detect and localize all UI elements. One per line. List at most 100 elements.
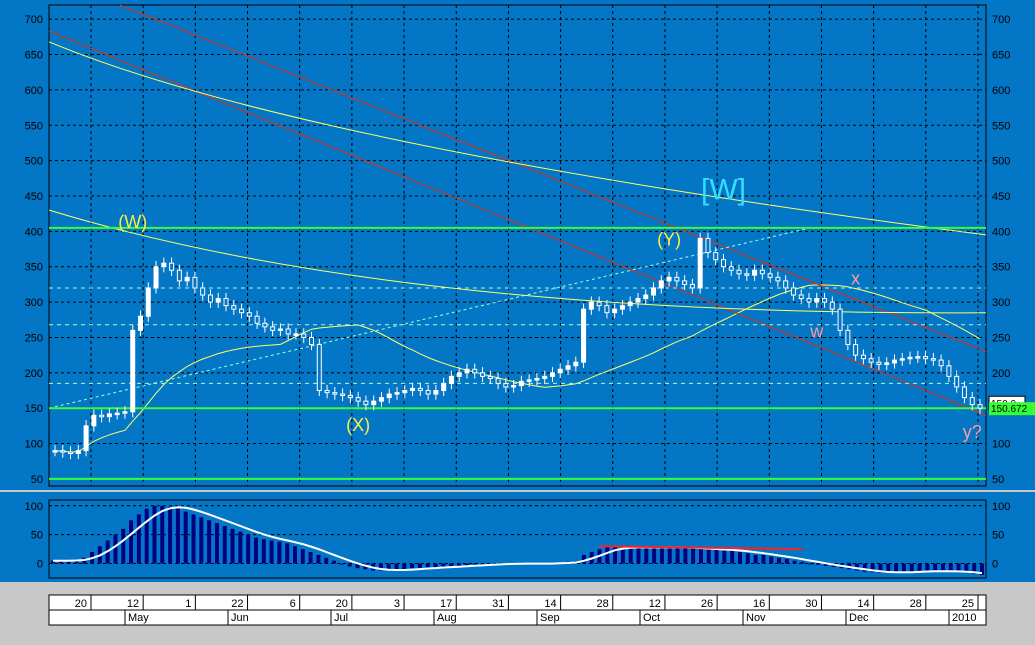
candle-body bbox=[456, 372, 462, 377]
oscillator-bar bbox=[886, 563, 891, 573]
oscillator-tick-left: 50 bbox=[31, 530, 43, 542]
oscillator-bar bbox=[652, 547, 657, 564]
price-panel: 5050100100150150200200250250300300350350… bbox=[0, 0, 1035, 490]
day-tick-label: 6 bbox=[290, 598, 296, 610]
oscillator-tick-right: 100 bbox=[992, 501, 1010, 513]
wave-label: (W) bbox=[118, 212, 147, 232]
candle-body bbox=[75, 450, 81, 454]
oscillator-bar bbox=[191, 514, 196, 564]
month-label: Nov bbox=[746, 612, 766, 624]
candle-body bbox=[767, 273, 773, 278]
candle-body bbox=[790, 287, 796, 296]
candle-body bbox=[930, 358, 936, 361]
oscillator-bar bbox=[823, 563, 828, 566]
oscillator-bar bbox=[480, 563, 485, 565]
candle-body bbox=[425, 390, 431, 395]
candle-body bbox=[301, 333, 307, 338]
candle-body bbox=[977, 404, 983, 409]
oscillator-bar bbox=[121, 528, 126, 564]
oscillator-bar bbox=[417, 563, 422, 569]
price-tick-right: 250 bbox=[992, 332, 1010, 344]
candle-body bbox=[83, 425, 89, 452]
candle-body bbox=[720, 259, 726, 268]
oscillator-tick-left: 0 bbox=[37, 559, 43, 571]
oscillator-bar bbox=[410, 563, 415, 569]
wave-label: w bbox=[809, 321, 824, 341]
candle-body bbox=[363, 400, 369, 406]
oscillator-bar bbox=[917, 563, 922, 572]
wave-label: x bbox=[851, 268, 860, 288]
price-tick-left: 350 bbox=[25, 262, 43, 274]
candle-body bbox=[441, 382, 447, 392]
oscillator-bar bbox=[222, 526, 227, 564]
oscillator-red-line bbox=[599, 545, 803, 551]
month-label: 2010 bbox=[952, 612, 976, 624]
oscillator-bar bbox=[706, 549, 711, 564]
month-label: Oct bbox=[643, 612, 660, 624]
oscillator-bar bbox=[909, 563, 914, 572]
oscillator-bar bbox=[293, 546, 298, 564]
price-tick-left: 300 bbox=[25, 297, 43, 309]
candle-body bbox=[627, 301, 633, 307]
oscillator-bar bbox=[168, 506, 173, 564]
oscillator-bar bbox=[253, 537, 258, 564]
oscillator-tick-left: 100 bbox=[25, 501, 43, 513]
candle-body bbox=[884, 362, 890, 365]
oscillator-bar bbox=[300, 549, 305, 564]
candle-body bbox=[417, 387, 423, 392]
candle-body bbox=[60, 450, 66, 453]
oscillator-bar bbox=[745, 553, 750, 564]
candle-body bbox=[658, 280, 664, 289]
candle-body bbox=[153, 266, 159, 289]
oscillator-bar bbox=[581, 554, 586, 564]
candle-body bbox=[487, 375, 493, 379]
candle-body bbox=[138, 315, 144, 331]
oscillator-bar bbox=[878, 563, 883, 573]
oscillator-signal-line bbox=[53, 506, 983, 575]
candle-body bbox=[907, 356, 913, 360]
oscillator-bar bbox=[456, 563, 461, 566]
candle-body bbox=[495, 377, 501, 384]
candle-body bbox=[526, 379, 532, 382]
candle-body bbox=[728, 266, 734, 271]
oscillator-bar bbox=[339, 563, 344, 565]
candle-body bbox=[340, 393, 346, 397]
oscillator-bar bbox=[862, 563, 867, 572]
candle-body bbox=[651, 287, 657, 296]
day-tick-label: 1 bbox=[185, 598, 191, 610]
oscillator-tick-right: 0 bbox=[992, 559, 998, 571]
oscillator-bar bbox=[199, 517, 204, 564]
day-tick-label: 12 bbox=[127, 598, 139, 610]
oscillator-bar bbox=[394, 563, 399, 570]
oscillator-bar bbox=[332, 560, 337, 564]
oscillator-bar bbox=[433, 563, 438, 568]
channel-upper-line bbox=[119, 4, 987, 353]
candle-body bbox=[52, 450, 58, 453]
oscillator-bar bbox=[277, 541, 282, 564]
candle-body bbox=[215, 298, 221, 303]
wave-label: (X) bbox=[346, 415, 370, 435]
day-tick-label: 22 bbox=[231, 598, 243, 610]
price-tick-left: 600 bbox=[25, 85, 43, 97]
candle-body bbox=[822, 298, 828, 303]
oscillator-bar bbox=[347, 563, 352, 567]
candle-body bbox=[254, 315, 260, 324]
day-tick-label: 28 bbox=[597, 598, 609, 610]
day-tick-label: 14 bbox=[857, 598, 869, 610]
oscillator-bar bbox=[753, 554, 758, 564]
oscillator-bar bbox=[51, 560, 55, 564]
oscillator-bar bbox=[956, 563, 961, 573]
price-tick-right: 550 bbox=[992, 120, 1010, 132]
day-tick-label: 16 bbox=[753, 598, 765, 610]
oscillator-bar bbox=[74, 560, 79, 564]
candle-body bbox=[448, 375, 454, 384]
price-tick-right: 50 bbox=[992, 474, 1004, 486]
oscillator-bar bbox=[620, 547, 625, 564]
oscillator-bar bbox=[894, 563, 899, 573]
price-tick-left: 50 bbox=[31, 474, 43, 486]
candle-body bbox=[402, 390, 408, 394]
oscillator-bar bbox=[925, 563, 930, 572]
oscillator-bar bbox=[972, 563, 977, 574]
